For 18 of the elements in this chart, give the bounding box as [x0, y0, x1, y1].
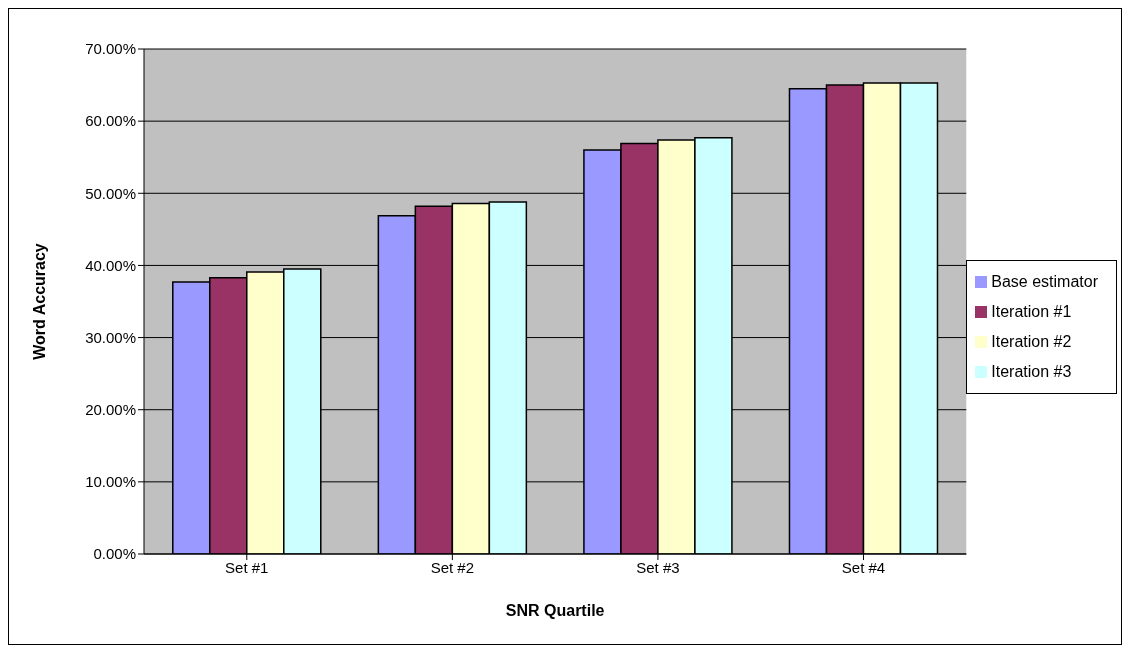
x-tick-label: Set #3	[636, 558, 680, 576]
x-axis-title: SNR Quartile	[505, 602, 605, 619]
legend-label: Iteration #1	[991, 302, 1072, 320]
y-axis-title: Word Accuracy	[30, 243, 48, 360]
y-tick-label: 30.00%	[85, 328, 136, 346]
legend-label: Base estimator	[991, 272, 1098, 290]
x-tick-label: Set #1	[225, 558, 269, 576]
legend-label: Iteration #3	[991, 362, 1072, 380]
legend-label: Iteration #2	[991, 332, 1072, 350]
x-tick-label: Set #4	[841, 558, 886, 576]
y-tick-label: 10.00%	[85, 473, 136, 491]
y-tick-label: 70.00%	[85, 40, 136, 58]
y-tick-label: 20.00%	[85, 401, 136, 419]
x-tick-label: Set #2	[430, 558, 475, 576]
y-tick-label: 0.00%	[93, 545, 136, 563]
y-tick-label: 40.00%	[85, 256, 136, 274]
y-tick-label: 60.00%	[85, 112, 136, 130]
y-tick-label: 50.00%	[85, 184, 136, 202]
